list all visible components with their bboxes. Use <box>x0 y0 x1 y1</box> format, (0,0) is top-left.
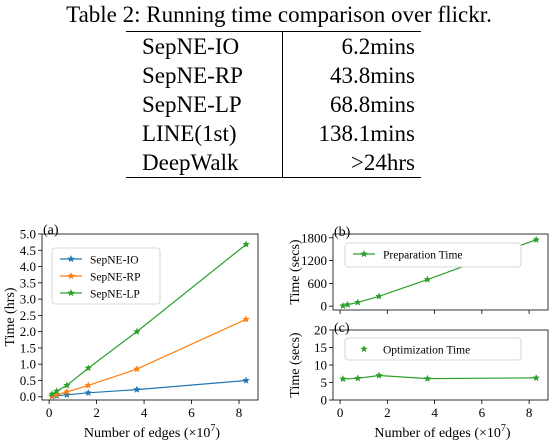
y-tick-label: 5.0 <box>20 227 36 242</box>
data-point <box>353 374 362 382</box>
y-tick-label: 15 <box>314 340 327 355</box>
legend-marker <box>360 344 368 353</box>
data-point <box>133 385 141 393</box>
x-tick-label: 8 <box>236 405 243 420</box>
x-tick-label: 6 <box>188 405 195 420</box>
table-row: LINE(1st) 138.1mins <box>126 119 421 148</box>
x-tick-label: 4 <box>431 405 438 420</box>
legend-marker <box>360 249 368 258</box>
x-tick-label: 4 <box>141 405 148 420</box>
legend-label: SepNE-RP <box>90 272 140 284</box>
y-axis-label: Time (hrs) <box>3 287 18 346</box>
data-point <box>63 390 71 399</box>
data-point <box>532 373 541 382</box>
legend-label: SepNE-LP <box>90 289 140 301</box>
running-time-table: SepNE-IO 6.2mins SepNE-RP 43.8mins SepNE… <box>126 31 421 178</box>
y-tick-label: 20 <box>314 323 327 338</box>
y-axis-label: Time (secs) <box>288 239 303 305</box>
data-point <box>63 387 71 396</box>
x-tick-label: 2 <box>93 405 100 420</box>
time-cell: >24hrs <box>350 150 415 175</box>
data-point <box>339 374 347 383</box>
data-point <box>339 301 347 310</box>
y-tick-label: 2.0 <box>20 324 36 339</box>
y-tick-label: 1200 <box>301 253 327 268</box>
y-tick-label: 0.0 <box>20 389 36 404</box>
y-tick-label: 1.0 <box>20 357 36 372</box>
plot-frame <box>41 233 259 401</box>
plot-frame <box>332 233 549 311</box>
y-tick-label: 10 <box>314 358 327 373</box>
table-caption: Table 2: Running time comparison over fl… <box>66 2 492 27</box>
data-point <box>532 235 541 244</box>
data-point <box>242 240 251 248</box>
y-tick-label: 2.5 <box>20 308 36 323</box>
x-tick-label: 8 <box>526 405 533 420</box>
time-cell: 43.8mins <box>330 63 415 88</box>
y-tick-label: 3.0 <box>20 292 36 307</box>
legend-marker <box>67 288 75 297</box>
table-row: SepNE-RP 43.8mins <box>126 61 421 90</box>
method-cell: LINE(1st) <box>126 119 283 148</box>
data-point <box>133 327 141 335</box>
y-tick-label: 4.0 <box>20 259 36 274</box>
data-point <box>84 381 93 389</box>
y-tick-label: 0 <box>321 299 328 314</box>
series-line-optimization-time <box>342 374 537 380</box>
y-tick-label: 600 <box>308 276 328 291</box>
x-tick-label: 6 <box>479 405 486 420</box>
data-point <box>375 292 383 300</box>
panel-label: (a) <box>43 223 59 238</box>
y-axis-label: Time (secs) <box>288 332 303 398</box>
method-cell: SepNE-LP <box>126 90 283 119</box>
data-point <box>353 298 362 306</box>
legend-label: SepNE-IO <box>90 255 139 267</box>
method-cell: SepNE-RP <box>126 61 283 90</box>
legend-marker <box>67 254 75 263</box>
table-row: SepNE-IO 6.2mins <box>126 31 421 61</box>
data-point <box>343 300 352 309</box>
series-line-sepne-rp <box>51 318 247 397</box>
legend-box <box>344 337 522 361</box>
y-tick-label: 0 <box>321 393 328 408</box>
x-axis-label: Number of edges (×107) <box>374 423 510 441</box>
y-tick-label: 4.5 <box>20 243 36 258</box>
method-cell: SepNE-IO <box>126 31 283 61</box>
y-tick-label: 0.5 <box>20 373 36 388</box>
y-tick-label: 1.5 <box>20 340 36 355</box>
data-point <box>84 363 93 372</box>
x-tick-label: 0 <box>46 405 53 420</box>
time-cell: 138.1mins <box>318 121 415 146</box>
data-point <box>84 388 93 397</box>
data-point <box>52 387 61 395</box>
y-tick-label: 1800 <box>301 230 327 245</box>
x-tick-label: 0 <box>337 405 344 420</box>
series-line-sepne-io <box>51 379 247 397</box>
y-tick-label: 5 <box>321 375 328 390</box>
legend-box <box>51 247 161 305</box>
table-row: DeepWalk >24hrs <box>126 148 421 178</box>
legend-box <box>344 242 522 268</box>
x-axis-label: Number of edges (×107) <box>84 423 220 441</box>
data-point <box>423 275 432 283</box>
data-point <box>375 371 383 379</box>
legend-marker <box>67 271 75 280</box>
data-point <box>242 315 251 323</box>
method-cell: DeepWalk <box>126 148 283 178</box>
data-point <box>48 390 56 398</box>
y-tick-label: 3.5 <box>20 275 36 290</box>
data-point <box>63 381 71 389</box>
time-cell: 6.2mins <box>341 34 415 59</box>
panel-label: (b) <box>334 225 351 240</box>
time-cell: 68.8mins <box>330 92 415 117</box>
panel-label: (c) <box>334 321 350 336</box>
legend-label: Preparation Time <box>383 250 463 262</box>
x-tick-label: 2 <box>384 405 391 420</box>
table-row: SepNE-LP 68.8mins <box>126 90 421 119</box>
data-point <box>423 374 432 382</box>
legend-label: Optimization Time <box>383 345 470 357</box>
data-point <box>242 376 251 384</box>
data-point <box>133 364 141 373</box>
